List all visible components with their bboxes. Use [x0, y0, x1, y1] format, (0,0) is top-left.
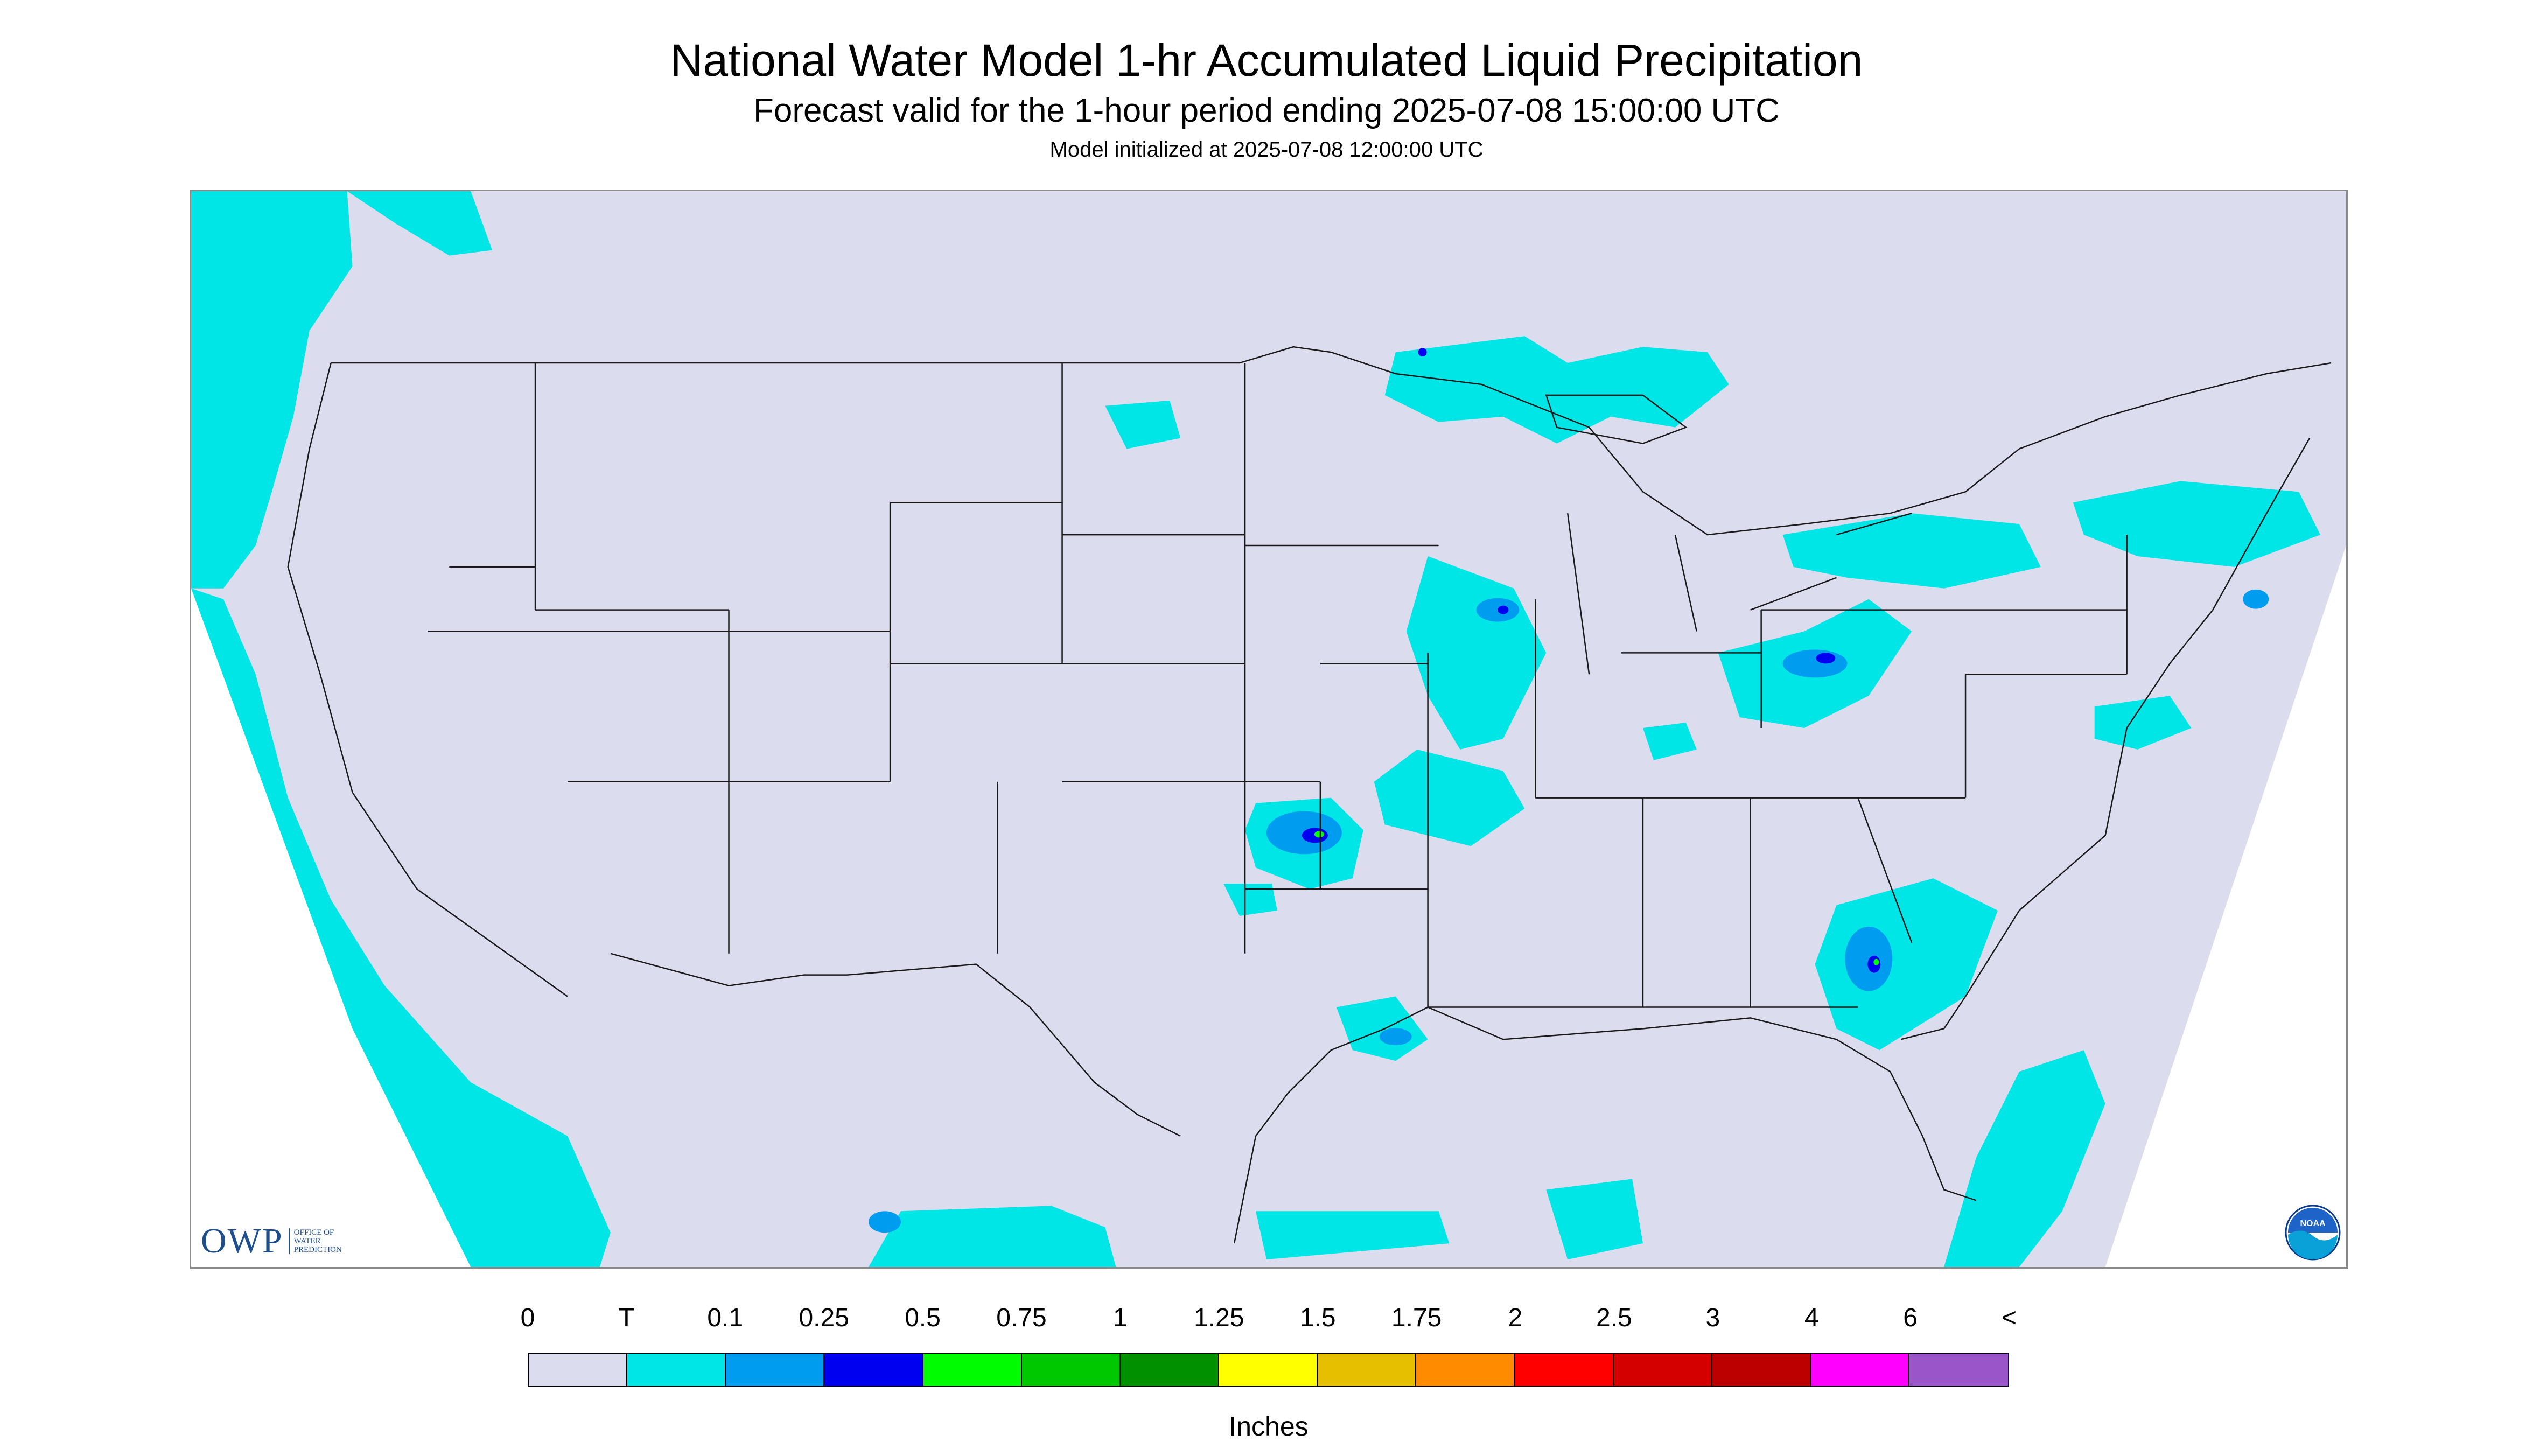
- precipitation-map: OWP OFFICE OF WATER PREDICTION NOAA: [190, 190, 2348, 1269]
- precip-area-kentucky: [1642, 723, 1697, 760]
- legend-color-bar: [528, 1353, 2009, 1387]
- forecast-valid-subtitle: Forecast valid for the 1-hour period end…: [753, 92, 1780, 129]
- coastline-gulf: [1428, 1006, 1977, 1201]
- legend-label: 0.1: [707, 1304, 744, 1332]
- precip-area-bc-interior: [347, 191, 493, 256]
- legend-swatch: [923, 1354, 1022, 1386]
- legend-swatch: [824, 1354, 923, 1386]
- precip-area-gulf-coast: [1336, 996, 1428, 1061]
- model-domain: [191, 191, 2346, 1267]
- legend-swatch: [1120, 1354, 1219, 1386]
- mexico-border: [610, 953, 1181, 1137]
- precip-area-missouri: [1374, 749, 1525, 846]
- legend-swatch: [726, 1354, 825, 1386]
- legend-swatch: [1613, 1354, 1712, 1386]
- precip-area-yucatan-gulf: [1546, 1179, 1643, 1260]
- precip-area-nebraska-dakota: [1105, 400, 1181, 449]
- legend-swatch: [1810, 1354, 1909, 1386]
- noaa-logo-text: NOAA: [2300, 1219, 2326, 1228]
- precip-area-mexico-pacific: [869, 1206, 1116, 1267]
- legend-unit-label: Inches: [1229, 1411, 1309, 1441]
- precip-trace-areas: [191, 191, 2321, 1267]
- owp-logo: OWP OFFICE OF WATER PREDICTION: [201, 1221, 359, 1262]
- owp-logo-text: OFFICE OF WATER PREDICTION: [288, 1228, 359, 1254]
- precip-area-north-texas: [1223, 884, 1277, 916]
- political-boundaries: [287, 346, 2332, 1244]
- legend-swatch: [627, 1354, 726, 1386]
- legend-label: 1.5: [1299, 1304, 1336, 1332]
- legend-label: 0: [520, 1304, 535, 1332]
- precip-area-carolinas-offshore: [1815, 878, 1998, 1051]
- state-lines-central: [997, 363, 1439, 1007]
- precip-area-lake-superior: [1384, 336, 1729, 444]
- coastline-east: [1900, 438, 2311, 1040]
- legend-label: 1: [1113, 1304, 1128, 1332]
- legend-label: 2.5: [1596, 1304, 1632, 1332]
- great-lakes-outline: [1545, 394, 1912, 675]
- legend-swatch: [1318, 1354, 1417, 1386]
- owp-logo-mark: OWP: [201, 1221, 283, 1261]
- legend-swatch: [529, 1354, 628, 1386]
- legend-swatch: [1909, 1354, 2009, 1386]
- legend-label: 1.25: [1194, 1304, 1244, 1332]
- precip-area-atlantic-southeast: [1944, 1050, 2105, 1267]
- precip-area-mid-atlantic-offshore: [2094, 696, 2192, 750]
- legend-label: 6: [1903, 1304, 1918, 1332]
- legend-label: 3: [1705, 1304, 1720, 1332]
- legend-label: <: [2001, 1304, 2017, 1332]
- legend-label: 1.75: [1391, 1304, 1442, 1332]
- map-canvas: [191, 191, 2346, 1267]
- map-title: National Water Model 1-hr Accumulated Li…: [670, 35, 1863, 86]
- model-init-text: Model initialized at 2025-07-08 12:00:00…: [1049, 138, 1484, 162]
- coastline-texas: [1233, 1006, 1429, 1244]
- state-lines-east: [1428, 535, 2128, 1008]
- legend-label: T: [618, 1304, 635, 1332]
- legend-swatch: [1712, 1354, 1811, 1386]
- legend-labels: 0 T 0.1 0.25 0.5 0.75 1 1.25 1.5 1.75 2 2.5 3 4 6 <: [521, 1303, 2017, 1335]
- canada-border: [331, 346, 2332, 536]
- precip-area-pacific-nw: [191, 191, 353, 589]
- legend-label: 0.5: [905, 1304, 941, 1332]
- precip-heavy-areas: [1314, 831, 1879, 965]
- noaa-logo: NOAA: [2285, 1205, 2341, 1261]
- precip-area-west-coast-offshore: [191, 588, 611, 1267]
- legend-label: 2: [1508, 1304, 1523, 1332]
- precip-area-new-england: [2073, 481, 2321, 567]
- legend-swatch: [1021, 1354, 1121, 1386]
- legend-label: 0.75: [996, 1304, 1047, 1332]
- legend-label: 0.25: [799, 1304, 849, 1332]
- state-lines-west: [428, 363, 1245, 954]
- legend-label: 4: [1804, 1304, 1819, 1332]
- legend-swatch: [1515, 1354, 1614, 1386]
- precip-area-gulf-of-mexico: [1256, 1211, 1450, 1260]
- legend-swatch: [1219, 1354, 1318, 1386]
- coastline-west: [287, 362, 568, 997]
- legend-swatch: [1416, 1354, 1515, 1386]
